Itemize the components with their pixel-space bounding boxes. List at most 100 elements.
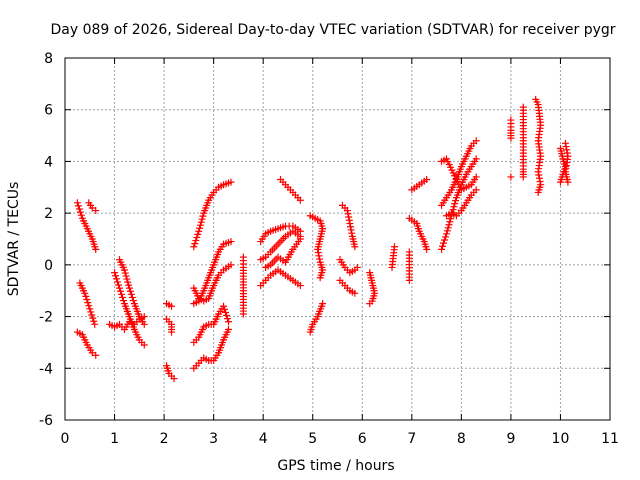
data-point bbox=[239, 310, 247, 318]
data-point bbox=[443, 230, 450, 238]
data-point bbox=[472, 137, 480, 145]
data-point bbox=[405, 276, 413, 284]
data-point bbox=[423, 176, 431, 184]
data-point bbox=[124, 278, 132, 286]
data-point bbox=[192, 237, 200, 245]
data-point bbox=[140, 341, 148, 349]
data-point bbox=[90, 317, 98, 325]
y-tick-label: 4 bbox=[44, 154, 53, 170]
data-point bbox=[116, 287, 124, 295]
data-point bbox=[117, 290, 125, 298]
x-axis-label: GPS time / hours bbox=[277, 458, 394, 474]
data-point bbox=[535, 174, 543, 182]
data-point bbox=[227, 238, 235, 246]
data-point bbox=[74, 202, 82, 210]
data-point bbox=[227, 178, 235, 186]
data-point bbox=[507, 134, 515, 142]
data-point bbox=[534, 188, 542, 196]
data-point bbox=[450, 203, 458, 211]
data-point bbox=[439, 242, 447, 250]
data-point bbox=[168, 302, 176, 310]
data-point bbox=[125, 284, 133, 292]
data-point bbox=[472, 155, 480, 163]
data-point bbox=[168, 328, 176, 336]
data-point bbox=[113, 275, 121, 283]
data-point bbox=[223, 312, 231, 320]
y-tick-label: 6 bbox=[44, 103, 53, 119]
data-point bbox=[445, 221, 453, 229]
data-point bbox=[225, 326, 232, 333]
data-point bbox=[296, 235, 304, 243]
data-point bbox=[561, 139, 569, 147]
data-point bbox=[193, 233, 201, 241]
data-point bbox=[472, 186, 480, 194]
data-point bbox=[438, 245, 446, 253]
y-tick-label: 0 bbox=[44, 258, 53, 274]
data-point bbox=[140, 320, 148, 328]
data-point bbox=[220, 302, 228, 310]
data-point bbox=[116, 284, 123, 292]
data-point bbox=[92, 207, 100, 215]
data-point bbox=[195, 227, 203, 235]
data-point bbox=[351, 243, 359, 251]
data-point bbox=[315, 252, 323, 260]
data-point bbox=[444, 224, 452, 232]
data-point bbox=[88, 311, 96, 319]
data-point bbox=[115, 281, 123, 289]
data-point bbox=[319, 300, 327, 308]
data-point bbox=[114, 278, 122, 286]
x-tick-label: 4 bbox=[259, 431, 268, 447]
x-tick-label: 5 bbox=[308, 431, 317, 447]
data-point bbox=[92, 351, 100, 359]
data-point bbox=[227, 261, 235, 269]
data-point bbox=[447, 215, 455, 223]
axis-ticks bbox=[64, 57, 611, 421]
data-point bbox=[472, 173, 480, 181]
x-tick-label: 8 bbox=[457, 431, 466, 447]
data-point bbox=[423, 245, 431, 253]
data-point bbox=[112, 272, 120, 280]
data-point bbox=[451, 200, 459, 208]
y-tick-label: -6 bbox=[39, 413, 53, 429]
data-point bbox=[316, 255, 324, 263]
data-point bbox=[346, 219, 354, 227]
x-axis-tick-labels: 0 1 2 3 4 5 6 7 8 9 10 11 bbox=[61, 431, 619, 447]
data-point bbox=[446, 218, 454, 226]
data-point bbox=[129, 297, 137, 305]
data-point bbox=[351, 289, 359, 297]
data-point bbox=[314, 249, 322, 257]
plot-points bbox=[73, 95, 572, 383]
data-point bbox=[196, 221, 204, 229]
data-point bbox=[390, 243, 398, 251]
data-point bbox=[440, 239, 448, 247]
x-tick-label: 10 bbox=[552, 431, 570, 447]
data-point bbox=[441, 236, 449, 244]
data-point bbox=[190, 243, 198, 251]
data-point bbox=[222, 308, 230, 316]
x-tick-label: 6 bbox=[358, 431, 367, 447]
y-tick-label: -2 bbox=[39, 310, 53, 326]
data-point bbox=[296, 282, 304, 290]
data-point bbox=[118, 293, 126, 301]
x-tick-label: 9 bbox=[506, 431, 515, 447]
x-tick-label: 2 bbox=[160, 431, 169, 447]
data-point bbox=[77, 211, 85, 219]
data-point bbox=[121, 269, 129, 277]
data-point bbox=[347, 226, 355, 234]
data-point bbox=[73, 199, 81, 207]
data-point bbox=[345, 216, 353, 224]
data-point bbox=[111, 269, 119, 277]
data-point bbox=[442, 233, 450, 241]
data-point bbox=[86, 305, 94, 313]
data-point bbox=[76, 208, 84, 216]
data-point bbox=[127, 290, 135, 298]
x-tick-label: 7 bbox=[407, 431, 416, 447]
data-point bbox=[316, 274, 324, 282]
data-point bbox=[199, 212, 207, 220]
x-tick-label: 11 bbox=[601, 431, 619, 447]
data-point bbox=[519, 173, 527, 181]
data-point bbox=[91, 320, 99, 328]
data-point bbox=[194, 230, 202, 238]
data-point bbox=[125, 281, 133, 289]
chart-title: Day 089 of 2026, Sidereal Day-to-day VTE… bbox=[50, 22, 615, 38]
